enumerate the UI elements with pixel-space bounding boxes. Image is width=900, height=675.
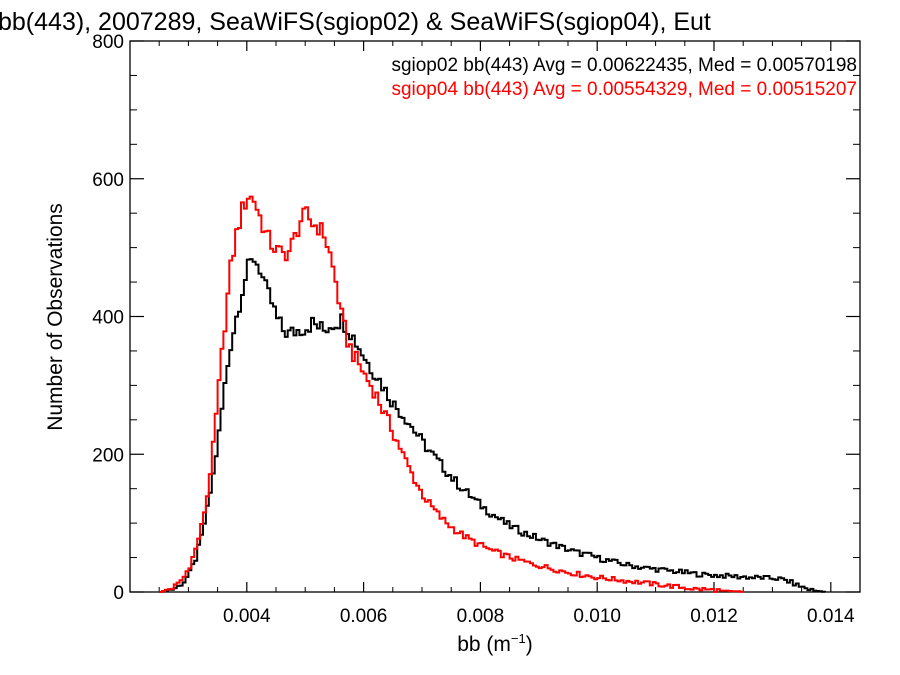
x-axis-label-superscript: −1 bbox=[511, 631, 526, 646]
plot-frame bbox=[129, 40, 861, 593]
legend-entry-sgiop04: sgiop04 bb(443) Avg = 0.00554329, Med = … bbox=[391, 79, 857, 100]
y-axis-label: Number of Observations bbox=[44, 203, 67, 431]
x-tick-label: 0.010 bbox=[573, 606, 621, 627]
series-line-1 bbox=[159, 195, 745, 593]
x-tick-label: 0.012 bbox=[690, 606, 738, 627]
x-axis-label-main: bb (m bbox=[457, 633, 511, 656]
x-tick-label: 0.006 bbox=[340, 606, 388, 627]
series-layer bbox=[159, 195, 826, 593]
x-axis-label-close: ) bbox=[526, 633, 533, 656]
x-tick-label: 0.014 bbox=[807, 606, 855, 627]
y-tick-label: 200 bbox=[92, 445, 124, 466]
y-tick-label: 0 bbox=[113, 583, 124, 604]
x-tick-label: 0.004 bbox=[223, 606, 271, 627]
y-axis: 0 200 400 600 800 bbox=[92, 32, 860, 604]
y-tick-label: 600 bbox=[92, 170, 124, 191]
x-axis-label: bb (m−1) bbox=[457, 631, 533, 656]
legend-entry-sgiop02: sgiop02 bb(443) Avg = 0.00622435, Med = … bbox=[391, 55, 857, 76]
x-tick-label: 0.008 bbox=[457, 606, 505, 627]
x-axis: 0.004 0.006 0.008 0.010 0.012 0.014 bbox=[158, 41, 855, 627]
y-tick-label: 800 bbox=[92, 32, 124, 53]
series-line-0 bbox=[159, 258, 826, 593]
chart-title: bb(443), 2007289, SeaWiFS(sgiop02) & Sea… bbox=[0, 8, 711, 36]
y-tick-label: 400 bbox=[92, 308, 124, 329]
